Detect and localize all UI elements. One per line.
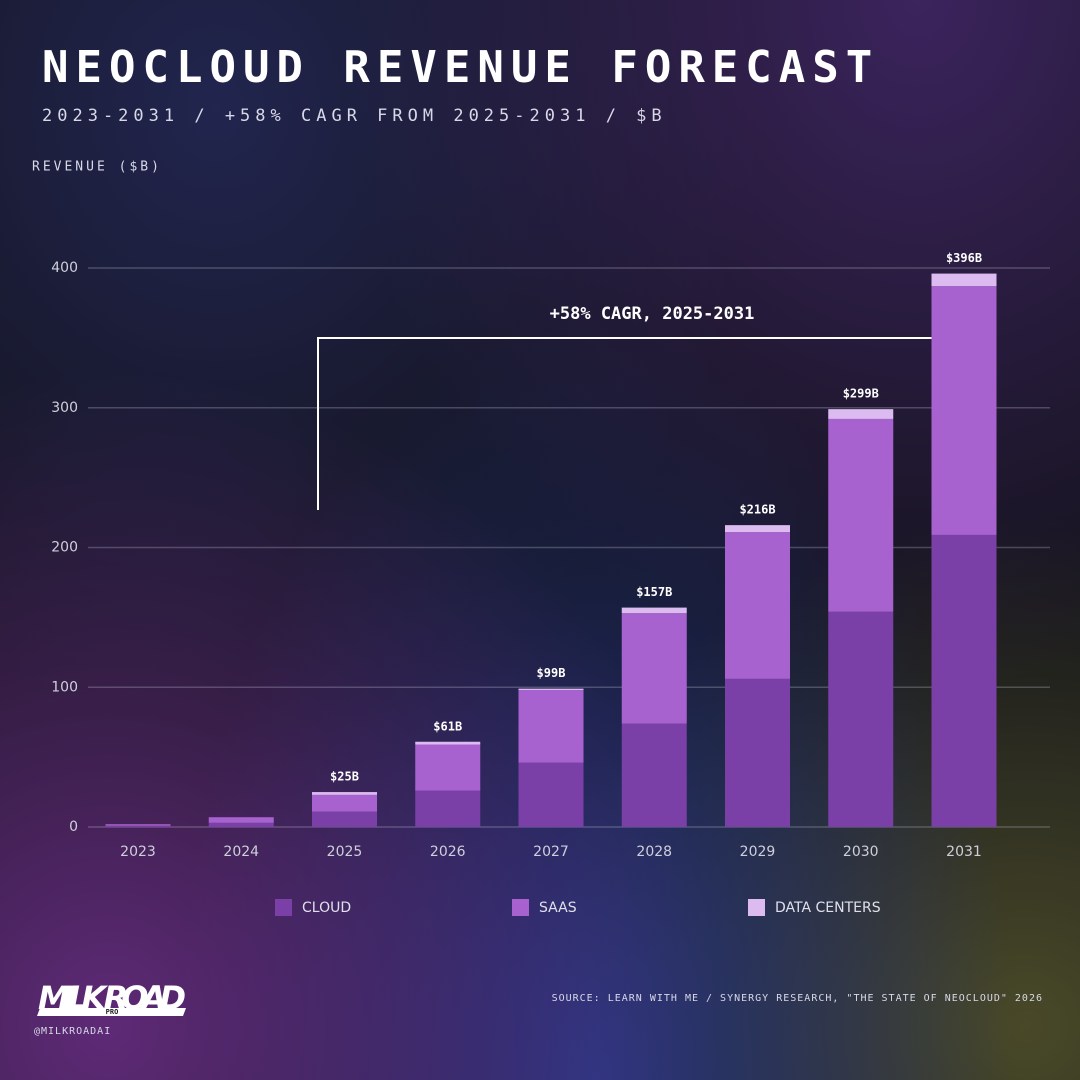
x-tick-label: 2026	[430, 844, 466, 860]
logo-bar	[37, 1008, 186, 1016]
y-tick-label: 0	[69, 819, 78, 835]
annotation: +58% CAGR, 2025-2031	[550, 304, 755, 324]
bar-segment	[931, 286, 997, 535]
x-tick-label: 2029	[740, 844, 776, 860]
x-tick-label: 2025	[327, 844, 363, 860]
bar-segment	[312, 794, 377, 812]
bar-segment	[828, 409, 894, 419]
total-label: $157B	[636, 585, 672, 599]
total-label: $25B	[330, 770, 359, 784]
bar-segment	[415, 741, 481, 745]
total-label: $99B	[537, 666, 566, 680]
bar-segment	[828, 611, 894, 827]
y-tick-label: 100	[51, 679, 78, 695]
bar-segment	[931, 534, 997, 827]
bar-segment	[105, 825, 171, 827]
bar-segment	[621, 607, 687, 614]
legend-label: CLOUD	[302, 900, 351, 916]
bar-segment	[931, 273, 997, 287]
source: SOURCE: LEARN WITH ME / SYNERGY RESEARCH…	[552, 993, 1043, 1004]
bar-segment	[208, 822, 274, 827]
bar-segment	[415, 744, 481, 791]
total-label: $299B	[843, 387, 879, 401]
cagr-bracket	[317, 337, 990, 510]
bar-segment	[518, 690, 584, 763]
y-tick-label: 400	[51, 260, 78, 276]
chart-title: NEOCLOUD REVENUE FORECAST	[42, 42, 879, 93]
bar-segment	[828, 418, 894, 612]
brand-tag: PRO	[106, 1008, 119, 1016]
x-tick-label: 2023	[120, 844, 156, 860]
legend-swatch	[748, 899, 765, 916]
x-tick-label: 2031	[946, 844, 982, 860]
y-tick-label: 300	[51, 400, 78, 416]
bar-segment	[518, 762, 584, 827]
x-tick-label: 2024	[223, 844, 259, 860]
y-axis-label: REVENUE ($B)	[32, 160, 162, 175]
legend-label: DATA CENTERS	[775, 900, 881, 916]
total-label: $61B	[433, 719, 462, 733]
bar-segment	[725, 532, 790, 679]
legend-label: SAAS	[539, 900, 577, 916]
x-tick-label: 2028	[636, 844, 672, 860]
total-label: $396B	[946, 251, 982, 265]
bar-segment	[312, 811, 377, 827]
x-tick-label: 2027	[533, 844, 569, 860]
bar-segment	[518, 688, 584, 691]
x-tick-label: 2030	[843, 844, 879, 860]
handle: @MILKROADAI	[34, 1026, 111, 1037]
bar-segment	[208, 817, 274, 823]
bar-segment	[725, 525, 790, 533]
bar-segment	[312, 792, 377, 795]
bar-segment	[105, 824, 171, 826]
legend-swatch	[512, 899, 529, 916]
bar-segment	[621, 613, 687, 724]
total-label: $216B	[739, 503, 775, 517]
bar-segment	[725, 678, 790, 827]
chart-subtitle: 2023-2031 / +58% CAGR FROM 2025-2031 / $…	[42, 106, 667, 126]
y-tick-label: 200	[51, 540, 78, 556]
legend-swatch	[275, 899, 292, 916]
bar-segment	[621, 723, 687, 827]
bar-segment	[415, 790, 481, 827]
